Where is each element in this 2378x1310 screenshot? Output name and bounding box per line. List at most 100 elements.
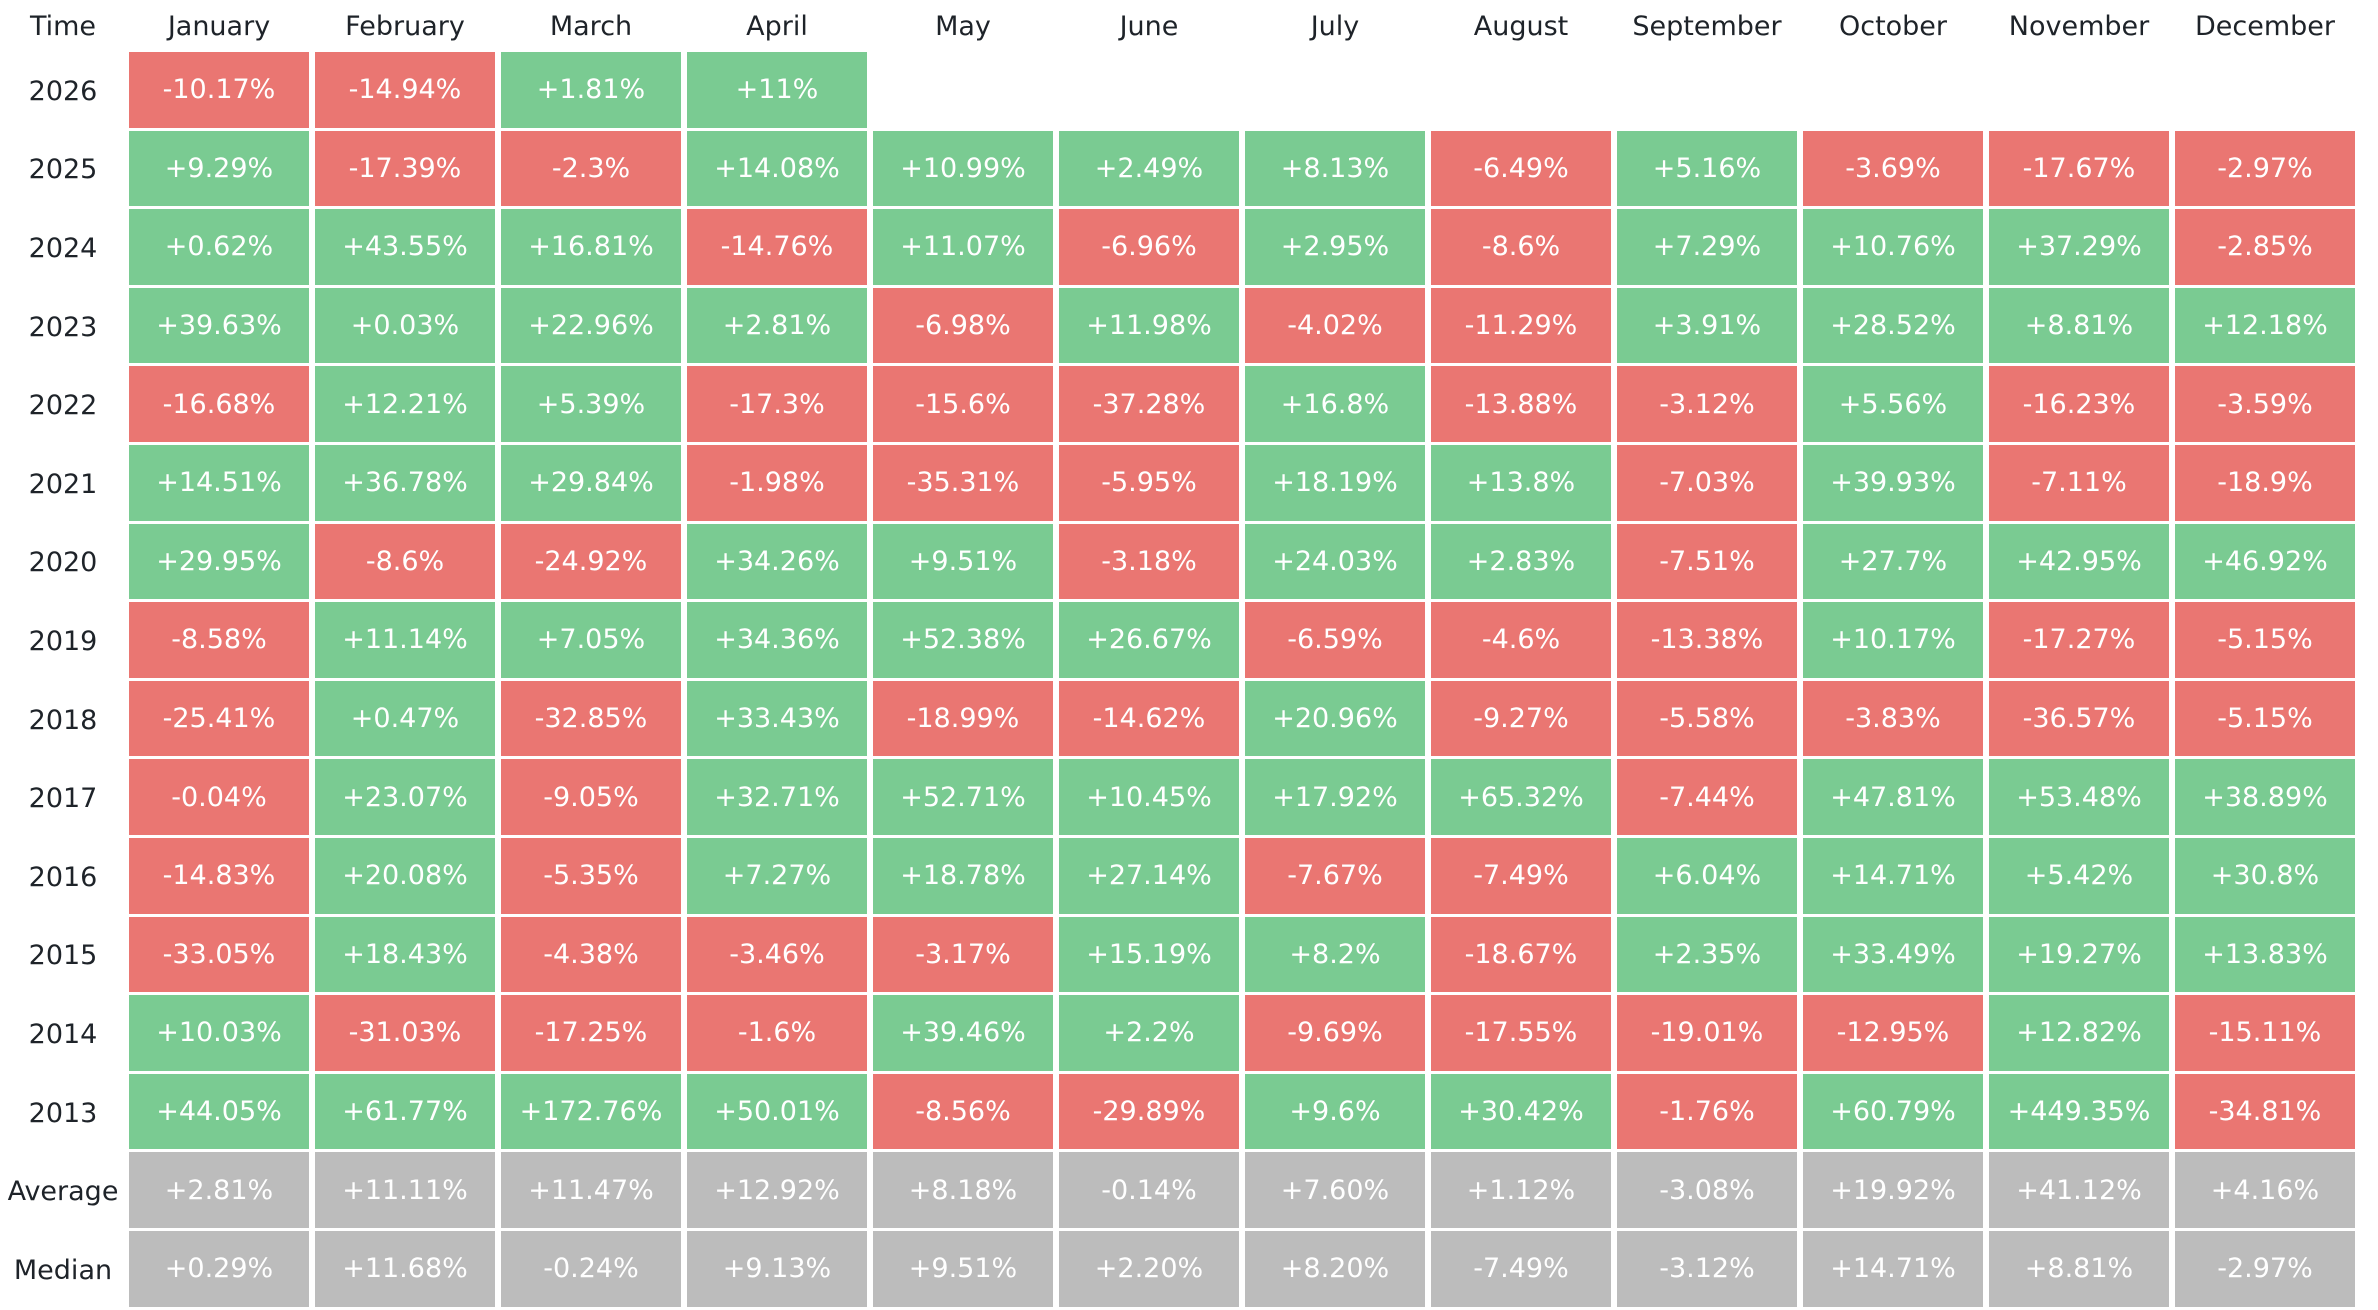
return-cell-2015-september: +2.35% <box>1617 916 1797 993</box>
return-cell-2020-february: -8.6% <box>315 523 495 600</box>
column-header-may: May <box>935 10 991 42</box>
return-cell-2016-september: +6.04% <box>1617 837 1797 914</box>
return-cell-2023-april: +2.81% <box>687 287 867 364</box>
return-cell-2025-december: -2.97% <box>2175 130 2355 207</box>
return-cell-2017-june: +10.45% <box>1059 759 1239 835</box>
return-cell-2022-december: -3.59% <box>2175 366 2355 442</box>
return-cell-2024-september: +7.29% <box>1617 209 1797 285</box>
return-cell-2014-december: -15.11% <box>2175 995 2355 1071</box>
return-cell-2024-february: +43.55% <box>315 209 495 285</box>
row-label-2022: 2022 <box>28 390 98 422</box>
return-cell-average-may: +8.18% <box>873 1152 1053 1228</box>
return-cell-2014-april: -1.6% <box>687 995 867 1071</box>
row-label-2026: 2026 <box>28 75 98 107</box>
return-cell-2020-october: +27.7% <box>1803 523 1983 600</box>
return-cell-2015-november: +19.27% <box>1989 916 2169 993</box>
return-cell-2020-may: +9.51% <box>873 523 1053 600</box>
return-cell-2018-october: -3.83% <box>1803 680 1983 757</box>
return-cell-average-august: +1.12% <box>1431 1152 1611 1228</box>
empty-cell <box>1242 52 1428 131</box>
return-cell-2026-april: +11% <box>687 52 867 128</box>
return-cell-2018-march: -32.85% <box>501 680 681 757</box>
empty-cell <box>1614 52 1800 131</box>
return-cell-2016-january: -14.83% <box>129 837 309 914</box>
return-cell-2019-december: -5.15% <box>2175 602 2355 678</box>
return-cell-2015-april: -3.46% <box>687 916 867 993</box>
return-cell-2018-november: -36.57% <box>1989 680 2169 757</box>
column-header-september: September <box>1632 10 1782 42</box>
return-cell-median-april: +9.13% <box>687 1230 867 1307</box>
return-cell-2015-october: +33.49% <box>1803 916 1983 993</box>
return-cell-2024-june: -6.96% <box>1059 209 1239 285</box>
row-label-median: Median <box>13 1254 113 1286</box>
return-cell-2019-june: +26.67% <box>1059 602 1239 678</box>
return-cell-average-june: -0.14% <box>1059 1152 1239 1228</box>
return-cell-2025-october: -3.69% <box>1803 130 1983 207</box>
return-cell-2013-april: +50.01% <box>687 1073 867 1150</box>
return-cell-average-november: +41.12% <box>1989 1152 2169 1228</box>
return-cell-2018-may: -18.99% <box>873 680 1053 757</box>
return-cell-2023-december: +12.18% <box>2175 287 2355 364</box>
return-cell-2025-march: -2.3% <box>501 130 681 207</box>
return-cell-average-september: -3.08% <box>1617 1152 1797 1228</box>
return-cell-2019-april: +34.36% <box>687 602 867 678</box>
return-cell-2018-september: -5.58% <box>1617 680 1797 757</box>
return-cell-median-june: +2.20% <box>1059 1230 1239 1307</box>
return-cell-average-december: +4.16% <box>2175 1152 2355 1228</box>
return-cell-median-february: +11.68% <box>315 1230 495 1307</box>
return-cell-2014-march: -17.25% <box>501 995 681 1071</box>
return-cell-2022-june: -37.28% <box>1059 366 1239 442</box>
return-cell-2020-june: -3.18% <box>1059 523 1239 600</box>
return-cell-2019-october: +10.17% <box>1803 602 1983 678</box>
return-cell-2014-august: -17.55% <box>1431 995 1611 1071</box>
return-cell-2018-december: -5.15% <box>2175 680 2355 757</box>
return-cell-2024-october: +10.76% <box>1803 209 1983 285</box>
row-label-2018: 2018 <box>28 704 98 736</box>
corner-label: Time <box>29 10 97 42</box>
return-cell-2025-august: -6.49% <box>1431 130 1611 207</box>
return-cell-median-october: +14.71% <box>1803 1230 1983 1307</box>
return-cell-average-october: +19.92% <box>1803 1152 1983 1228</box>
return-cell-2014-june: +2.2% <box>1059 995 1239 1071</box>
row-label-2017: 2017 <box>28 783 98 815</box>
return-cell-2016-april: +7.27% <box>687 837 867 914</box>
return-cell-2021-december: -18.9% <box>2175 444 2355 521</box>
return-cell-2013-september: -1.76% <box>1617 1073 1797 1150</box>
return-cell-2015-march: -4.38% <box>501 916 681 993</box>
empty-cell <box>1056 52 1242 131</box>
row-label-2015: 2015 <box>28 940 98 972</box>
column-header-november: November <box>2008 10 2150 42</box>
column-header-june: June <box>1119 10 1179 42</box>
return-cell-2026-march: +1.81% <box>501 52 681 128</box>
return-cell-2024-may: +11.07% <box>873 209 1053 285</box>
return-cell-2019-august: -4.6% <box>1431 602 1611 678</box>
return-cell-2023-may: -6.98% <box>873 287 1053 364</box>
return-cell-2022-january: -16.68% <box>129 366 309 442</box>
return-cell-2025-july: +8.13% <box>1245 130 1425 207</box>
return-cell-median-march: -0.24% <box>501 1230 681 1307</box>
return-cell-2019-september: -13.38% <box>1617 602 1797 678</box>
column-header-march: March <box>549 10 633 42</box>
row-label-2025: 2025 <box>28 154 98 186</box>
return-cell-2023-june: +11.98% <box>1059 287 1239 364</box>
return-cell-2020-august: +2.83% <box>1431 523 1611 600</box>
return-cell-median-december: -2.97% <box>2175 1230 2355 1307</box>
return-cell-2015-january: -33.05% <box>129 916 309 993</box>
return-cell-2021-october: +39.93% <box>1803 444 1983 521</box>
return-cell-2021-september: -7.03% <box>1617 444 1797 521</box>
return-cell-average-january: +2.81% <box>129 1152 309 1228</box>
return-cell-2013-december: -34.81% <box>2175 1073 2355 1150</box>
return-cell-median-september: -3.12% <box>1617 1230 1797 1307</box>
return-cell-2021-july: +18.19% <box>1245 444 1425 521</box>
return-cell-median-november: +8.81% <box>1989 1230 2169 1307</box>
return-cell-2021-april: -1.98% <box>687 444 867 521</box>
return-cell-2016-august: -7.49% <box>1431 837 1611 914</box>
return-cell-2016-july: -7.67% <box>1245 837 1425 914</box>
return-cell-2018-february: +0.47% <box>315 680 495 757</box>
return-cell-2024-january: +0.62% <box>129 209 309 285</box>
return-cell-2017-january: -0.04% <box>129 759 309 835</box>
return-cell-2024-march: +16.81% <box>501 209 681 285</box>
row-label-2020: 2020 <box>28 547 98 579</box>
return-cell-2023-august: -11.29% <box>1431 287 1611 364</box>
return-cell-2013-june: -29.89% <box>1059 1073 1239 1150</box>
